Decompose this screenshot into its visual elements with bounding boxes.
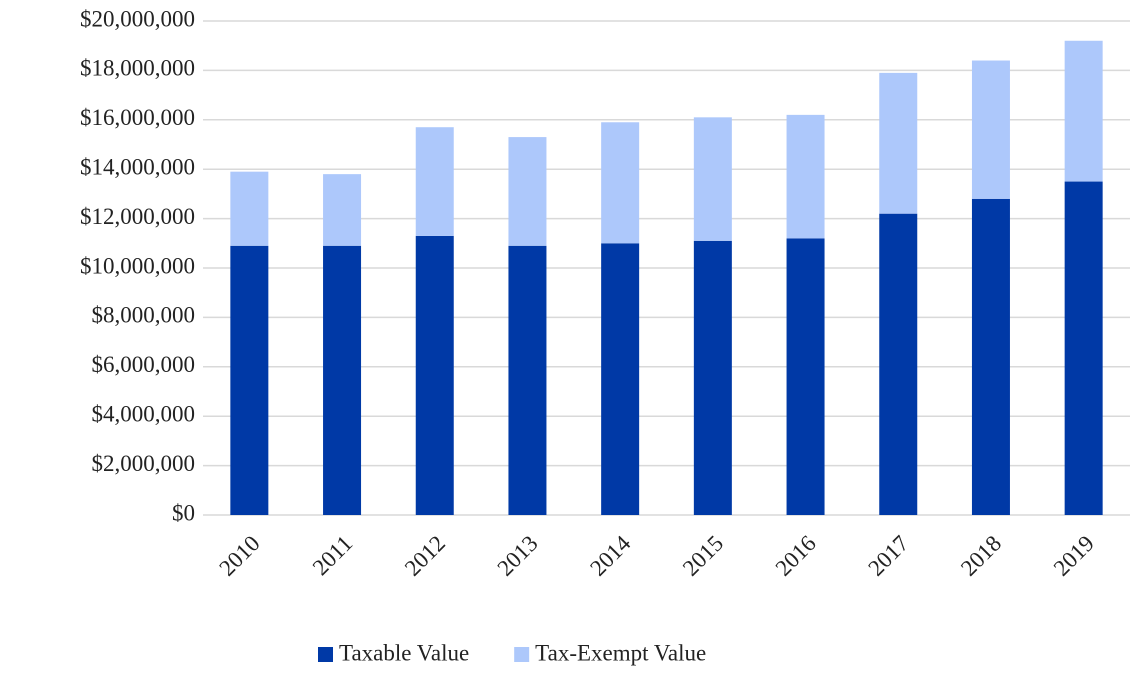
y-tick-label: $4,000,000 [92, 401, 196, 426]
x-tick-label: 2014 [585, 530, 636, 581]
bar-segment [415, 127, 454, 236]
x-tick-label: 2017 [863, 531, 913, 581]
x-tick-label: 2015 [678, 531, 728, 581]
bar-segment [323, 174, 362, 246]
x-tick-label: 2010 [214, 531, 264, 581]
y-tick-label: $14,000,000 [80, 154, 195, 179]
y-tick-label: $0 [172, 500, 195, 525]
bar-segment [508, 245, 547, 515]
y-tick-label: $6,000,000 [92, 352, 196, 377]
bar-segment [693, 240, 732, 515]
y-tick-label: $16,000,000 [80, 105, 195, 130]
bar-segment [1064, 40, 1103, 182]
legend-label: Taxable Value [339, 640, 469, 665]
bar-segment [693, 117, 732, 241]
y-tick-label: $10,000,000 [80, 253, 195, 278]
bar-segment [230, 171, 269, 246]
y-tick-label: $12,000,000 [80, 204, 195, 229]
y-tick-label: $18,000,000 [80, 56, 195, 81]
bar-segment [1064, 181, 1103, 516]
bar-segment [230, 245, 269, 515]
bar-segment [971, 60, 1010, 199]
x-tick-label: 2012 [400, 531, 450, 581]
x-tick-label: 2013 [493, 531, 543, 581]
bar-segment [415, 235, 454, 515]
bar-segment [971, 198, 1010, 515]
x-tick-label: 2019 [1049, 531, 1099, 581]
y-tick-label: $8,000,000 [92, 303, 196, 328]
x-tick-label: 2016 [771, 531, 821, 581]
bar-segment [879, 213, 918, 515]
legend-label: Tax-Exempt Value [535, 640, 706, 665]
y-tick-label: $2,000,000 [92, 451, 196, 476]
y-tick-label: $20,000,000 [80, 6, 195, 31]
bar-segment [879, 72, 918, 214]
bar-segment [508, 137, 547, 246]
legend-swatch [514, 647, 530, 662]
x-tick-label: 2011 [308, 531, 358, 581]
bar-segment [601, 122, 640, 244]
bar-segment [601, 243, 640, 516]
bar-segment [786, 238, 825, 516]
legend-swatch [318, 647, 333, 662]
x-tick-label: 2018 [956, 531, 1006, 581]
bar-segment [323, 245, 362, 515]
bar-segment [786, 114, 825, 239]
